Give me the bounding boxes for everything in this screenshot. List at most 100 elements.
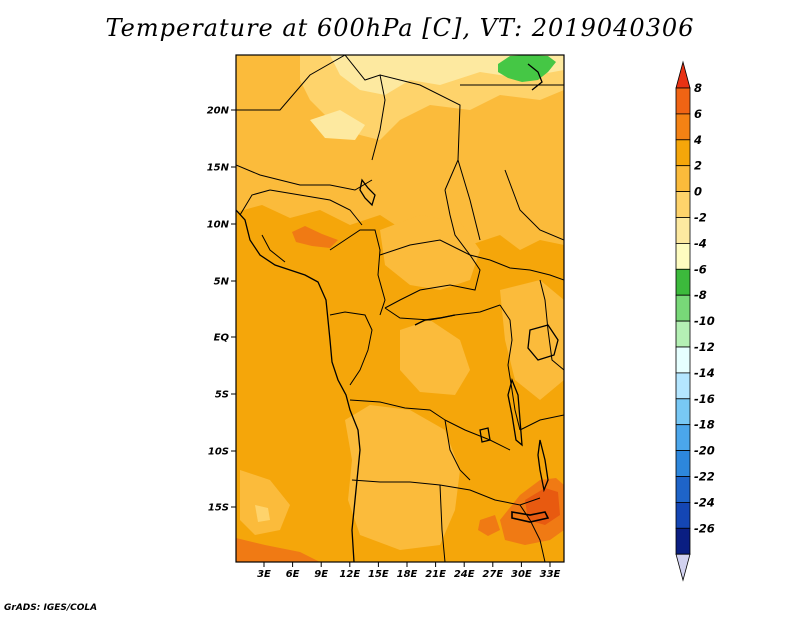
colorbar-swatch (675, 113, 691, 141)
field-north-pale-patch (310, 110, 365, 140)
lake-chad (359, 178, 376, 207)
lake-congo-river (414, 314, 456, 326)
border-drc-east (499, 304, 521, 431)
chart-title: Temperature at 600hPa [C], VT: 201904030… (105, 14, 695, 42)
colorbar-swatch (675, 527, 691, 555)
colorbar: 8 6 4 2 0 -2 -4 -6 -8 -10 -12 -14 -16 -18 -20 -22 -24 -26 (675, 60, 715, 582)
border-niger-algeria (344, 55, 386, 161)
field-green-patch (498, 55, 556, 82)
field-angola-light (345, 405, 460, 550)
lon-tick-label: 3E (257, 569, 271, 580)
colorbar-label: -20 (694, 444, 715, 458)
border-gabon-congo (329, 311, 373, 386)
map-frame (235, 54, 565, 563)
lon-tick-label: 27E (482, 569, 503, 580)
lat-tick-label: 10S (208, 447, 229, 458)
colorbar-swatch (675, 139, 691, 167)
colorbar-swatch (675, 191, 691, 218)
colorbar-label: -6 (694, 262, 707, 276)
colorbar-bottom-arrow (675, 553, 691, 582)
colorbar-swatch (675, 294, 691, 322)
lat-tick-label: 10N (207, 220, 230, 231)
lat-tick-label: 15S (208, 503, 229, 514)
border-tanzania (519, 414, 564, 431)
colorbar-swatch (675, 165, 691, 192)
lat-tick-label: EQ (214, 333, 230, 344)
lake-kariba (511, 511, 550, 523)
field-sw-corner-warm (236, 538, 320, 562)
colorbar-swatch (675, 476, 691, 503)
field-sw-light-patch (255, 505, 270, 522)
lon-tick-label: 21E (425, 569, 446, 580)
field-congo-light (400, 320, 470, 395)
colorbar-swatch (675, 268, 691, 296)
colorbar-label: -4 (694, 236, 707, 250)
colorbar-swatch (675, 501, 691, 529)
border-mali-niger (236, 164, 373, 191)
field-se-small-warm (478, 515, 500, 536)
coastline (236, 209, 361, 562)
colorbar-swatch (675, 372, 691, 400)
lon-tick-label: 30E (511, 569, 532, 580)
colorbar-label: -14 (694, 366, 715, 380)
colorbar-swatch (675, 217, 691, 244)
lake-malawi (537, 439, 549, 493)
border-namibia-botswana (439, 484, 446, 562)
border-west-1 (239, 189, 271, 216)
colorbar-label: 8 (694, 81, 702, 95)
colorbar-label: 6 (694, 107, 702, 121)
field-se-hot (525, 488, 560, 525)
lon-tick-label: 33E (540, 569, 561, 580)
colorbar-label: 2 (694, 159, 702, 173)
border-chad-sudan-north (457, 159, 481, 241)
colorbar-label: -12 (694, 340, 715, 354)
field-sw-pale (240, 470, 290, 535)
latitude-axis: 20N 15N 10N 5N EQ 5S 10S 15S (207, 106, 236, 514)
lat-tick-label: 5S (215, 390, 229, 401)
lake-mweru (479, 427, 491, 443)
border-angola-north (349, 399, 446, 421)
border-ethiopia (504, 169, 564, 241)
lon-tick-label: 24E (454, 569, 475, 580)
lake-tanganyika (507, 377, 523, 447)
colorbar-label: -16 (694, 392, 715, 406)
border-car (379, 239, 481, 309)
border-nigeria-cameroon (329, 229, 386, 316)
border-angola-south (351, 479, 441, 486)
border-libya-chad (379, 74, 461, 191)
longitude-axis: 3E 6E 9E 12E 15E 18E 21E 24E 27E 30E 33E (257, 562, 561, 580)
colorbar-label: -10 (694, 314, 715, 328)
colorbar-swatch (675, 320, 691, 348)
border-west-2 (261, 234, 286, 263)
field-nigeria-warm (292, 226, 338, 248)
colorbar-swatch (675, 87, 691, 115)
lat-tick-label: 15N (207, 163, 230, 174)
colorbar-swatch (675, 450, 691, 477)
border-sahara (236, 55, 346, 111)
temperature-field (236, 55, 564, 562)
colorbar-swatch (675, 242, 691, 270)
border-mozambique (519, 504, 546, 562)
border-nigeria-north (269, 189, 363, 226)
lat-tick-label: 5N (214, 277, 230, 288)
colorbar-label: -2 (694, 211, 707, 225)
lon-tick-label: 9E (314, 569, 328, 580)
lon-tick-label: 15E (368, 569, 389, 580)
border-chad-east (444, 189, 491, 261)
lake-turkana (527, 63, 543, 91)
lake-victoria (527, 324, 559, 361)
colorbar-swatch (675, 346, 691, 374)
lon-tick-label: 12E (339, 569, 360, 580)
colorbar-label: 0 (694, 185, 702, 199)
colorbar-label: -26 (694, 521, 715, 535)
lon-tick-label: 18E (397, 569, 418, 580)
border-zambia (439, 484, 541, 506)
grads-credit: GrADS: IGES/COLA (4, 603, 98, 613)
field-east-light (500, 280, 564, 400)
border-drc-south (444, 419, 511, 451)
lon-tick-label: 6E (286, 569, 300, 580)
border-angola-east (444, 419, 471, 481)
colorbar-label: -22 (694, 470, 715, 484)
colorbar-label: -18 (694, 418, 715, 432)
